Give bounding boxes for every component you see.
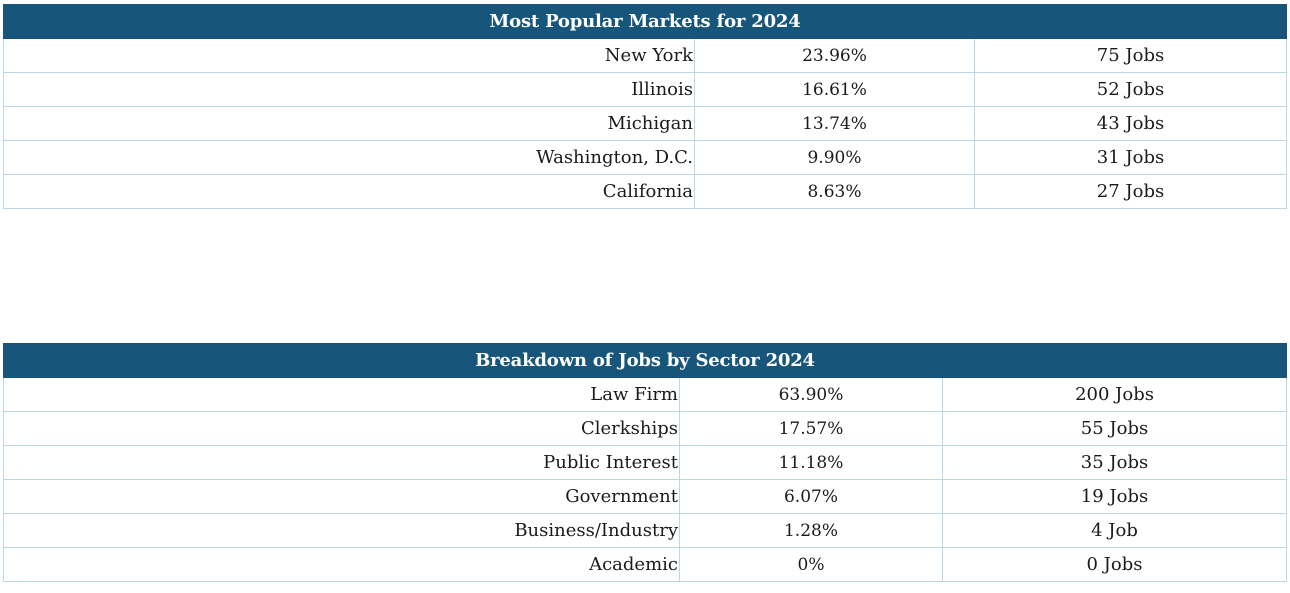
market-jobs: 75 Jobs [974, 38, 1287, 73]
market-percent: 9.90% [694, 140, 975, 175]
markets-header-row: Most Popular Markets for 2024 [3, 4, 1287, 39]
table-row: California 8.63% 27 Jobs [3, 174, 1287, 209]
market-jobs: 31 Jobs [974, 140, 1287, 175]
sectors-header-row: Breakdown of Jobs by Sector 2024 [2, 343, 1288, 378]
market-name: Washington, D.C. [3, 140, 695, 175]
market-name: Illinois [3, 72, 695, 107]
sector-name: Government [3, 479, 680, 514]
market-jobs: 27 Jobs [974, 174, 1287, 209]
sector-percent: 11.18% [679, 445, 943, 480]
sector-percent: 17.57% [679, 411, 943, 446]
sector-percent: 6.07% [679, 479, 943, 514]
table-row: Academic 0% 0 Jobs [3, 547, 1288, 582]
market-percent: 8.63% [694, 174, 975, 209]
sector-name: Business/Industry [3, 513, 680, 548]
sector-jobs: 55 Jobs [941, 411, 1288, 446]
market-jobs: 52 Jobs [974, 72, 1287, 107]
sector-name: Public Interest [3, 445, 680, 480]
sectors-table: Breakdown of Jobs by Sector 2024 Law Fir… [2, 343, 1288, 582]
sector-jobs: 0 Jobs [941, 547, 1288, 582]
sector-jobs: 19 Jobs [941, 479, 1288, 514]
market-percent: 13.74% [694, 106, 975, 141]
market-name: California [3, 174, 695, 209]
markets-table: Most Popular Markets for 2024 New York 2… [3, 4, 1287, 209]
table-row: Illinois 16.61% 52 Jobs [3, 72, 1287, 107]
sector-name: Clerkships [3, 411, 680, 446]
sector-percent: 63.90% [679, 377, 943, 412]
market-jobs: 43 Jobs [974, 106, 1287, 141]
table-row: New York 23.96% 75 Jobs [3, 38, 1287, 73]
sector-name: Academic [3, 547, 680, 582]
market-name: New York [3, 38, 695, 73]
table-row: Michigan 13.74% 43 Jobs [3, 106, 1287, 141]
table-row: Public Interest 11.18% 35 Jobs [3, 445, 1288, 480]
table-row: Washington, D.C. 9.90% 31 Jobs [3, 140, 1287, 175]
table-row: Clerkships 17.57% 55 Jobs [3, 411, 1288, 446]
sector-jobs: 35 Jobs [941, 445, 1288, 480]
sector-name: Law Firm [3, 377, 680, 412]
market-percent: 16.61% [694, 72, 975, 107]
market-name: Michigan [3, 106, 695, 141]
sector-percent: 1.28% [679, 513, 943, 548]
market-percent: 23.96% [694, 38, 975, 73]
table-row: Government 6.07% 19 Jobs [3, 479, 1288, 514]
table-row: Business/Industry 1.28% 4 Job [3, 513, 1288, 548]
table-row: Law Firm 63.90% 200 Jobs [3, 377, 1288, 412]
sector-percent: 0% [679, 547, 943, 582]
markets-title: Most Popular Markets for 2024 [3, 4, 1287, 39]
sectors-title: Breakdown of Jobs by Sector 2024 [2, 343, 1288, 378]
sector-jobs: 200 Jobs [941, 377, 1288, 412]
sector-jobs: 4 Job [941, 513, 1288, 548]
